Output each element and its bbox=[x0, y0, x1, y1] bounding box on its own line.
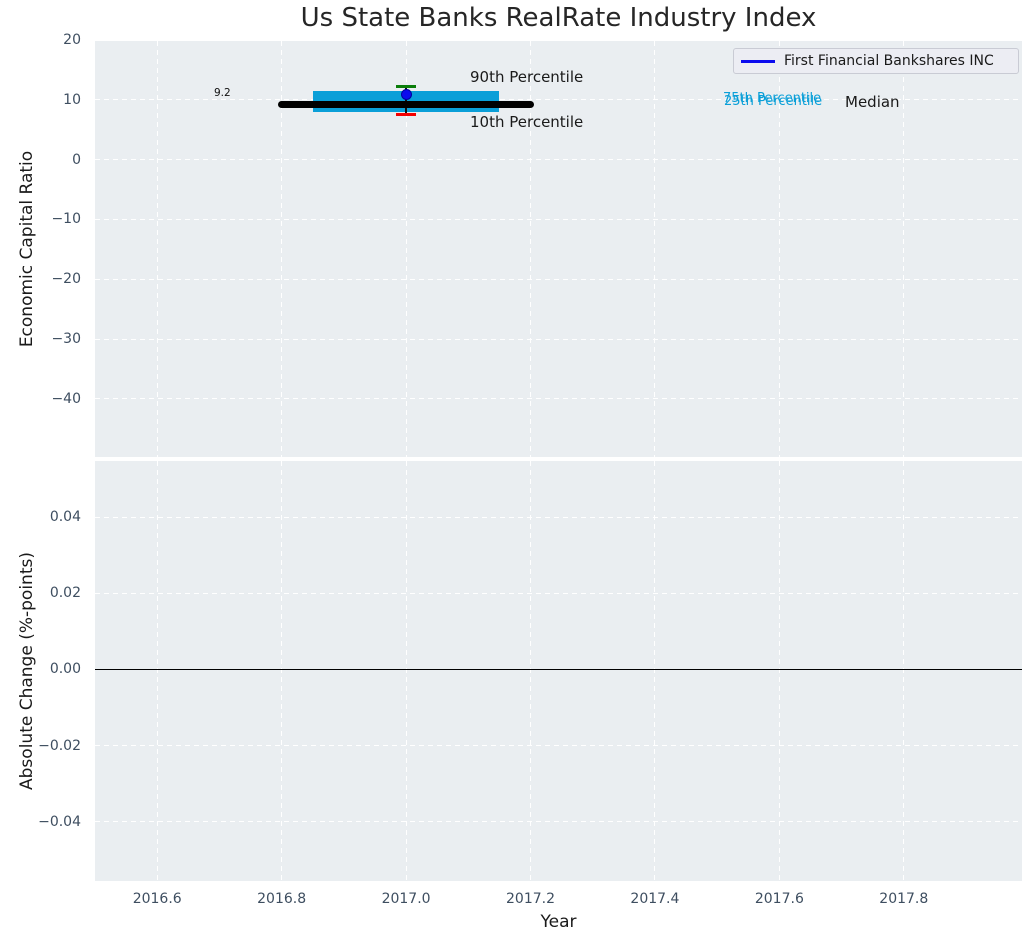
legend-line-sample bbox=[741, 59, 775, 63]
gridline bbox=[95, 338, 1022, 340]
gridline bbox=[95, 99, 1022, 101]
y-tick-label: −0.02 bbox=[38, 737, 81, 754]
chart-title: Us State Banks RealRate Industry Index bbox=[300, 3, 817, 33]
p75-label: 75th Percentile bbox=[723, 91, 822, 106]
gridline bbox=[778, 41, 780, 457]
top-axes bbox=[95, 41, 1022, 457]
y-tick-label: 0.02 bbox=[49, 585, 81, 602]
gridline bbox=[530, 41, 531, 457]
median-line bbox=[278, 100, 534, 108]
y-tick-label: −0.04 bbox=[38, 813, 81, 830]
x-tick-label: 2017.0 bbox=[381, 891, 431, 907]
p90-label: 90th Percentile bbox=[470, 68, 584, 86]
gridline bbox=[405, 461, 407, 881]
gridline bbox=[95, 159, 1022, 160]
gridline bbox=[654, 41, 656, 457]
whisker-stem bbox=[405, 86, 407, 115]
zero-line bbox=[95, 668, 1022, 671]
p10-cap bbox=[396, 113, 417, 117]
gridline bbox=[405, 41, 407, 457]
y-tick-label: 0 bbox=[72, 151, 81, 168]
y-tick-label: −20 bbox=[51, 271, 81, 288]
gridline bbox=[654, 461, 656, 881]
gridline bbox=[95, 745, 1022, 747]
legend: First Financial Bankshares INC bbox=[733, 48, 1019, 74]
gridline bbox=[778, 461, 780, 881]
company-dot bbox=[400, 88, 412, 100]
x-tick-label: 2017.8 bbox=[879, 891, 929, 907]
median-value: 9.2 bbox=[214, 87, 231, 99]
gridline bbox=[903, 41, 905, 457]
gridline bbox=[903, 461, 905, 881]
y-tick-label: −10 bbox=[51, 211, 81, 228]
y-tick-label: 0.04 bbox=[49, 509, 81, 526]
p10-label: 10th Percentile bbox=[470, 113, 584, 131]
y-tick-label: −30 bbox=[51, 331, 81, 348]
p90-cap bbox=[396, 84, 417, 88]
x-tick-label: 2017.4 bbox=[630, 891, 680, 907]
gridline bbox=[95, 821, 1022, 823]
y-tick-label: −40 bbox=[51, 390, 81, 407]
gridline bbox=[156, 461, 158, 881]
median-label: Median bbox=[845, 93, 900, 111]
gridline bbox=[95, 592, 1022, 594]
y-tick-label: 0.00 bbox=[49, 661, 81, 678]
x-tick-label: 2016.8 bbox=[257, 891, 307, 907]
x-tick-label: 2017.2 bbox=[506, 891, 555, 907]
gridline bbox=[95, 278, 1022, 280]
gridline bbox=[95, 398, 1022, 400]
y-tick-label: 10 bbox=[63, 91, 81, 108]
x-axis-label: Year bbox=[540, 912, 577, 932]
legend-series-label: First Financial Bankshares INC bbox=[784, 53, 994, 69]
y-tick-label: 20 bbox=[63, 31, 81, 48]
gridline bbox=[95, 516, 1022, 518]
gridline bbox=[281, 41, 283, 457]
gridline bbox=[95, 218, 1022, 220]
gridline bbox=[156, 41, 158, 457]
gridline bbox=[281, 461, 283, 881]
gridline bbox=[530, 461, 531, 881]
x-tick-label: 2017.6 bbox=[754, 891, 804, 907]
p25-label: 25th Percentile bbox=[724, 93, 823, 109]
bottom-axes bbox=[95, 461, 1022, 881]
x-tick-label: 2016.6 bbox=[132, 891, 182, 907]
top-y-axis-label: Economic Capital Ratio bbox=[17, 150, 37, 348]
